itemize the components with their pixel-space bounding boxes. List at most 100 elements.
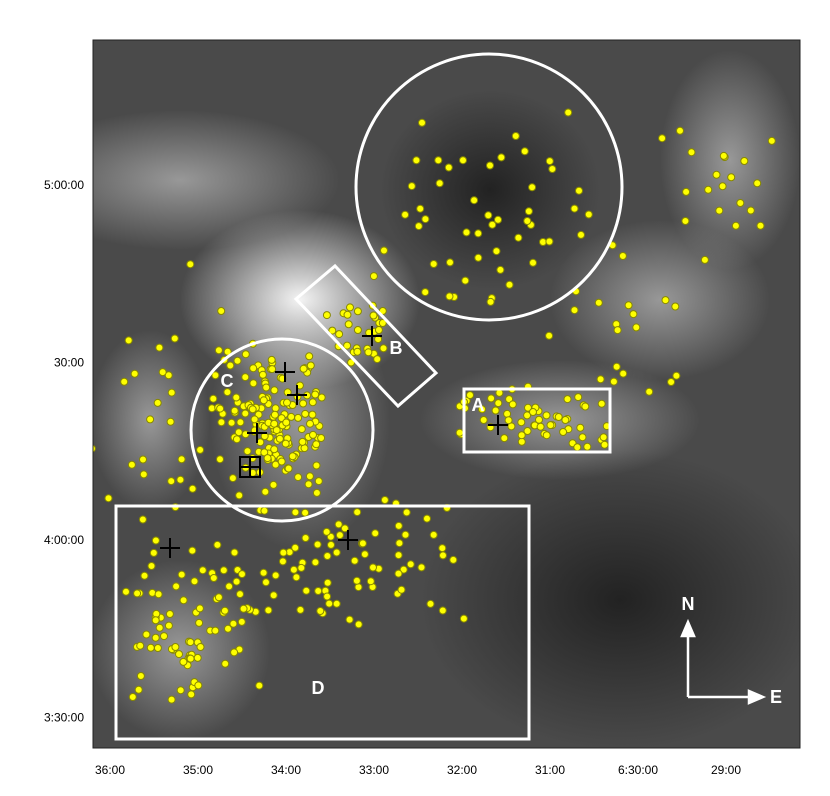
- source-dot: [438, 606, 447, 615]
- source-dot: [496, 265, 505, 274]
- source-dot: [262, 383, 271, 392]
- source-dot: [369, 311, 378, 320]
- source-dot: [241, 409, 250, 418]
- source-dot: [138, 515, 147, 524]
- source-dot: [459, 614, 468, 623]
- source-dot: [573, 443, 582, 452]
- regions: [114, 52, 624, 741]
- x-tick-label: 35:00: [183, 763, 213, 777]
- frame: [92, 39, 801, 749]
- source-dot: [177, 570, 186, 579]
- source-dot: [511, 132, 520, 140]
- region-label: C: [221, 371, 234, 391]
- source-dot: [629, 310, 638, 319]
- source-dot: [529, 258, 537, 267]
- source-dot: [542, 431, 551, 440]
- compass-north: N: [682, 594, 695, 614]
- source-dot: [277, 457, 286, 466]
- source-dot: [474, 253, 483, 262]
- source-dot: [334, 520, 343, 529]
- source-dot: [719, 151, 728, 160]
- source-dot: [700, 255, 709, 264]
- source-dot: [249, 379, 258, 388]
- source-dot: [233, 356, 242, 365]
- source-dot: [561, 416, 570, 424]
- source-dot: [350, 556, 359, 565]
- source-dot: [133, 589, 142, 598]
- source-dot: [418, 118, 426, 127]
- source-dot: [505, 395, 514, 404]
- source-dot: [289, 565, 298, 574]
- source-dot: [227, 418, 236, 427]
- source-dot: [687, 148, 696, 157]
- source-dot: [379, 344, 388, 353]
- source-dot: [545, 331, 554, 340]
- source-dot: [577, 230, 585, 239]
- region-label: A: [472, 395, 485, 415]
- source-dot: [209, 574, 218, 582]
- source-dot: [736, 199, 745, 207]
- source-dot: [270, 410, 279, 419]
- source-dot: [542, 411, 551, 420]
- source-dot: [171, 643, 180, 651]
- source-dot: [104, 494, 113, 503]
- region-circle-c: [189, 337, 375, 523]
- x-tick-label: 31:00: [535, 763, 565, 777]
- source-dot: [661, 296, 670, 305]
- source-dot: [597, 399, 606, 408]
- source-dot: [399, 565, 408, 574]
- source-dot: [548, 165, 557, 173]
- source-dot: [613, 326, 622, 335]
- source-dot: [317, 393, 326, 402]
- source-dot: [268, 365, 277, 374]
- source-dot: [574, 393, 583, 402]
- source-dot: [219, 566, 228, 575]
- source-dot: [158, 368, 167, 377]
- source-dot: [364, 348, 373, 357]
- source-dot: [488, 220, 497, 229]
- source-dot: [546, 421, 555, 430]
- source-dot: [323, 578, 332, 587]
- source-dot: [311, 558, 320, 567]
- source-dot: [599, 433, 608, 442]
- source-dot: [175, 650, 183, 659]
- source-dot: [407, 182, 416, 191]
- region-label: D: [312, 678, 325, 698]
- source-dot: [632, 323, 641, 332]
- x-tick-label: 32:00: [447, 763, 477, 777]
- source-dot: [238, 570, 246, 579]
- source-dot: [275, 434, 284, 443]
- source-dot: [474, 229, 483, 238]
- source-dot: [260, 506, 269, 515]
- source-dot: [194, 681, 203, 690]
- source-dot: [353, 307, 362, 316]
- source-dot: [259, 396, 268, 405]
- source-dot: [402, 508, 411, 517]
- source-dot: [352, 576, 361, 585]
- source-dot: [255, 681, 264, 690]
- source-dot: [332, 599, 341, 608]
- source-dot: [263, 454, 272, 463]
- source-dot: [153, 644, 162, 652]
- source-dot: [217, 307, 226, 315]
- source-dot: [236, 418, 245, 427]
- source-dot: [478, 405, 487, 414]
- source-dot: [211, 626, 220, 635]
- source-dot: [188, 484, 197, 493]
- source-dot: [232, 577, 241, 586]
- source-dot: [298, 437, 307, 446]
- source-dot: [120, 377, 129, 386]
- source-dot: [517, 437, 526, 446]
- source-dot: [176, 475, 185, 484]
- source-dot: [195, 604, 204, 613]
- source-dot: [345, 615, 354, 624]
- source-dot: [216, 404, 225, 413]
- source-dot: [715, 206, 724, 215]
- source-dot: [151, 616, 160, 625]
- source-dot: [455, 428, 464, 437]
- source-dot: [406, 560, 415, 569]
- square-marker: [239, 456, 261, 478]
- source-dot: [358, 539, 367, 548]
- source-dot: [312, 488, 321, 497]
- source-dot: [416, 204, 425, 213]
